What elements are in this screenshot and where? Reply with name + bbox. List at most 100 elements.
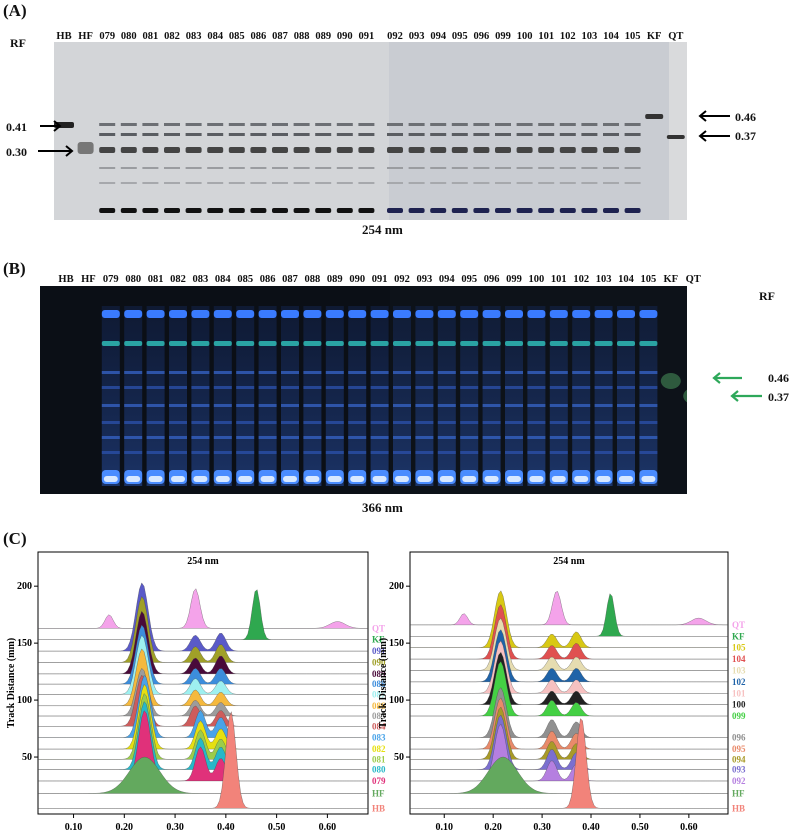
lane-label: 100 bbox=[528, 274, 545, 285]
lane-label: 105 bbox=[624, 31, 641, 42]
series-trace bbox=[37, 610, 369, 675]
lane-label: HB bbox=[56, 31, 72, 42]
x-tick-label: 0.30 bbox=[533, 822, 551, 833]
lane-label: 081 bbox=[142, 31, 159, 42]
arrow-icons-right bbox=[698, 110, 730, 142]
rf-label-left-1: 0.41 bbox=[6, 120, 27, 134]
series-label: 086 bbox=[372, 701, 386, 711]
x-tick-label: 0.10 bbox=[435, 822, 453, 833]
lane-label: 080 bbox=[120, 31, 137, 42]
x-tick-label: 0.50 bbox=[631, 822, 649, 833]
x-tick-label: 0.60 bbox=[319, 822, 337, 833]
panel-a-label: (A) bbox=[3, 1, 27, 20]
series-trace bbox=[409, 661, 729, 717]
series-trace bbox=[37, 648, 369, 706]
series-label: 104 bbox=[732, 654, 746, 664]
series-label: 089 bbox=[372, 669, 386, 679]
x-tick-label: 0.10 bbox=[65, 822, 83, 833]
lane-label: 093 bbox=[416, 274, 433, 285]
lane-label: 099 bbox=[495, 31, 511, 42]
series-label: HB bbox=[372, 803, 385, 813]
lane-label: 084 bbox=[214, 274, 231, 285]
lane-label: 094 bbox=[438, 274, 455, 285]
lane-label: HB bbox=[58, 274, 74, 285]
lane-label: 091 bbox=[371, 274, 388, 285]
series-trace bbox=[37, 668, 369, 717]
lane-label: 101 bbox=[538, 31, 555, 42]
densitogram-charts: 254 nm 0.10 0.20 0.30 0.40 0.50 0.60 50 100 150 20… bbox=[6, 551, 746, 833]
lane-label: 083 bbox=[192, 274, 209, 285]
series-label: 088 bbox=[372, 679, 386, 689]
lane-label: 100 bbox=[516, 31, 533, 42]
panel-a-wavelength: 254 nm bbox=[362, 222, 403, 237]
series-trace bbox=[37, 588, 369, 629]
y-tick-label: 200 bbox=[17, 581, 32, 592]
lane-label: 081 bbox=[147, 274, 164, 285]
lane-label: 093 bbox=[408, 31, 425, 42]
series-label: 091 bbox=[372, 646, 386, 656]
lane-label: 102 bbox=[573, 274, 590, 285]
lane-label: 092 bbox=[394, 274, 410, 285]
y-axis-label: Track Distance (mm) bbox=[6, 638, 17, 728]
y-tick-label: 150 bbox=[17, 638, 32, 649]
series-label: 093 bbox=[732, 765, 746, 775]
rf-label-b-2: 0.37 bbox=[768, 390, 789, 404]
series-label: KF bbox=[372, 635, 385, 645]
series-trace bbox=[409, 640, 729, 694]
lane-label: QT bbox=[668, 31, 684, 42]
lane-label: 092 bbox=[387, 31, 403, 42]
series-label: 087 bbox=[372, 689, 386, 699]
lane-label: 087 bbox=[282, 274, 298, 285]
lane-label: 079 bbox=[102, 274, 119, 285]
y-tick-label: 100 bbox=[17, 695, 32, 706]
series-label: 101 bbox=[732, 688, 746, 698]
lane-label: 091 bbox=[358, 31, 375, 42]
plot-frame bbox=[409, 551, 729, 815]
series-trace bbox=[409, 652, 729, 705]
series-label: 082 bbox=[372, 744, 386, 754]
lane-label: 082 bbox=[164, 31, 180, 42]
lane-label: 094 bbox=[430, 31, 447, 42]
series-trace bbox=[37, 596, 369, 663]
series-trace bbox=[409, 714, 729, 770]
series-label: HF bbox=[732, 788, 745, 798]
lane-label: 089 bbox=[326, 274, 343, 285]
x-tick-label: 0.20 bbox=[484, 822, 502, 833]
lane-label: 084 bbox=[207, 31, 224, 42]
lane-label: 104 bbox=[603, 31, 619, 42]
series-trace bbox=[37, 582, 369, 652]
x-tick-label: 0.60 bbox=[680, 822, 698, 833]
x-tick-label: 0.40 bbox=[582, 822, 600, 833]
series-trace bbox=[37, 589, 369, 640]
panel-b-wavelength: 366 nm bbox=[362, 500, 403, 515]
series-label: 103 bbox=[732, 665, 746, 675]
y-tick-label: 50 bbox=[394, 752, 404, 763]
y-axis-label: Track Distance (mm) bbox=[378, 638, 389, 728]
lane-label: 083 bbox=[185, 31, 202, 42]
x-tick-label: 0.20 bbox=[116, 822, 134, 833]
lane-label: 089 bbox=[315, 31, 332, 42]
lane-label: 082 bbox=[170, 274, 186, 285]
lane-label: 104 bbox=[618, 274, 634, 285]
lane-label: 095 bbox=[451, 31, 468, 42]
lane-label: 086 bbox=[259, 274, 276, 285]
panel-c-label: (C) bbox=[3, 529, 27, 548]
lane-label: 095 bbox=[461, 274, 478, 285]
series-label: 079 bbox=[372, 776, 386, 786]
lane-label: 103 bbox=[581, 31, 598, 42]
y-tick-label: 100 bbox=[389, 695, 404, 706]
y-tick-label: 50 bbox=[22, 752, 32, 763]
panel-a-rf-header: RF bbox=[10, 36, 26, 50]
lane-label: 087 bbox=[272, 31, 288, 42]
series-trace bbox=[409, 697, 729, 750]
series-label: 080 bbox=[372, 765, 386, 775]
tlc-plate-366nm bbox=[40, 286, 687, 494]
series-label: QT bbox=[372, 623, 385, 633]
series-label: 095 bbox=[732, 744, 746, 754]
lane-label: 102 bbox=[559, 31, 576, 42]
lane-label: 090 bbox=[336, 31, 353, 42]
lane-label: 096 bbox=[473, 31, 490, 42]
series-trace bbox=[409, 591, 729, 626]
series-trace bbox=[409, 593, 729, 637]
lane-label: HF bbox=[78, 31, 93, 42]
